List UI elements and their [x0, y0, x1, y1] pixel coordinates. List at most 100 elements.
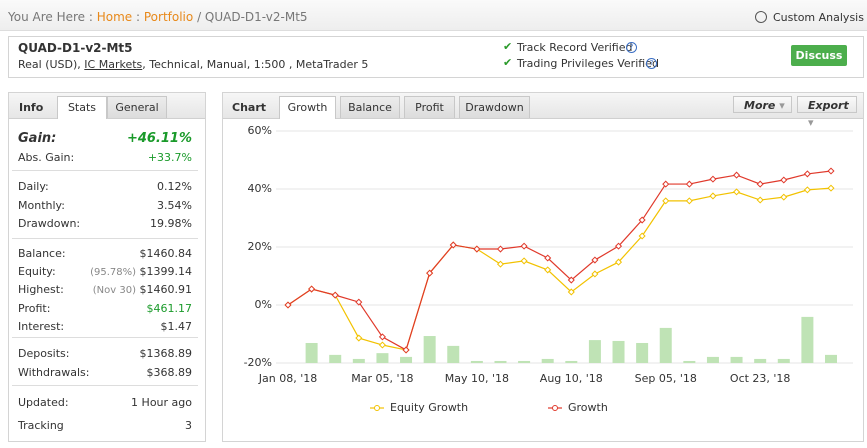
marker: [449, 241, 457, 249]
stat-value: 19.98%: [150, 217, 192, 230]
bar: [447, 345, 460, 363]
stat-label: Profit:: [18, 302, 51, 315]
stat-number: 19.98%: [150, 217, 192, 230]
details-prefix: Real (USD),: [18, 58, 81, 71]
y-tick-label: -20%: [244, 356, 272, 369]
stat-number: $1.47: [160, 320, 193, 333]
stat-row: Highest: (Nov 30) $1460.91: [18, 283, 192, 296]
bar: [376, 353, 389, 363]
tab[interactable]: Growth: [279, 96, 336, 119]
line: [287, 170, 832, 351]
bar: [305, 342, 318, 363]
bar: [801, 316, 814, 363]
breadcrumb-portfolio[interactable]: Portfolio: [143, 10, 194, 24]
stat-value: 0.12%: [157, 180, 192, 193]
bar: [659, 327, 672, 363]
stat-row: Withdrawals: $368.89: [18, 366, 192, 379]
breadcrumb-label: You Are Here :: [8, 10, 93, 24]
tab[interactable]: Stats: [57, 96, 107, 119]
stat-number: $1368.89: [139, 347, 193, 360]
stat-label: Abs. Gain:: [18, 151, 75, 164]
stat-label: Drawdown:: [18, 217, 81, 230]
marker: [567, 288, 575, 296]
tab[interactable]: General: [107, 96, 167, 118]
check-icon: ✔: [503, 56, 513, 69]
separator: [12, 170, 198, 171]
marker: [638, 216, 646, 224]
separator: [12, 337, 198, 338]
bar: [565, 360, 578, 363]
stat-row: Equity: (95.78%) $1399.14: [18, 265, 192, 278]
marker: [614, 258, 623, 266]
tab[interactable]: Profit: [404, 96, 455, 118]
x-tick-label: Oct 23, '18: [730, 372, 791, 385]
analysis-icon: [755, 11, 767, 23]
marker: [308, 285, 316, 293]
stat-number: +33.7%: [147, 151, 192, 164]
marker: [544, 254, 552, 262]
bar: [754, 358, 767, 363]
separator: [12, 385, 198, 386]
help-icon[interactable]: ?: [646, 58, 657, 69]
stat-number: $1460.84: [139, 247, 193, 260]
separator: [12, 238, 198, 239]
marker: [709, 192, 717, 200]
export-button[interactable]: Export ▾: [797, 96, 857, 129]
custom-analysis[interactable]: Custom Analysis: [773, 11, 864, 24]
top-bar: [0, 0, 867, 31]
marker: [756, 196, 764, 204]
tab[interactable]: Balance: [340, 96, 400, 118]
legend-label: Growth: [568, 401, 608, 414]
bar: [470, 360, 483, 363]
tab[interactable]: Drawdown: [459, 96, 530, 118]
stat-number: 1 Hour ago: [131, 396, 192, 409]
stat-label: Equity:: [18, 265, 56, 278]
marker: [284, 301, 292, 309]
help-icon[interactable]: ?: [626, 42, 637, 53]
marker: [638, 232, 646, 240]
broker-link[interactable]: IC Markets: [84, 58, 143, 71]
check-icon: ✔: [503, 40, 513, 53]
marker: [709, 175, 717, 183]
stat-row: Profit: $461.17: [18, 302, 192, 315]
button-label: Export: [808, 99, 849, 112]
stat-row: Tracking 3: [18, 419, 192, 432]
chart-panel: [222, 92, 864, 442]
more-button[interactable]: More ▾: [733, 96, 792, 113]
marker: [544, 266, 552, 274]
stat-value: +33.7%: [148, 151, 192, 164]
stat-row: Updated: 1 Hour ago: [18, 396, 192, 409]
x-tick-label: Aug 10, '18: [540, 372, 603, 385]
marker: [355, 334, 363, 342]
bar: [683, 360, 696, 363]
marker: [496, 245, 505, 253]
stat-number: 3: [185, 419, 192, 432]
stat-label: Withdrawals:: [18, 366, 90, 379]
stat-row: Monthly: 3.54%: [18, 199, 192, 212]
stat-value: $461.17: [147, 302, 193, 315]
marker: [591, 256, 599, 264]
tab[interactable]: Info: [19, 101, 44, 114]
marker: [685, 197, 693, 205]
marker: [827, 167, 835, 175]
stat-value: 3: [185, 419, 192, 432]
marker: [331, 291, 339, 299]
y-tick-label: 60%: [248, 124, 272, 137]
system-name: QUAD-D1-v2-Mt5: [18, 41, 133, 55]
bar: [541, 358, 554, 363]
marker: [378, 341, 386, 349]
stat-row: Drawdown: 19.98%: [18, 217, 192, 230]
details-suffix: , Technical, Manual, 1:500 , MetaTrader …: [142, 58, 369, 71]
bar: [706, 356, 719, 363]
legend-marker: [552, 405, 558, 411]
discuss-button[interactable]: Discuss: [791, 45, 847, 66]
stat-label: Monthly:: [18, 199, 65, 212]
x-tick-label: Sep 05, '18: [635, 372, 697, 385]
bar: [636, 342, 649, 363]
marker: [803, 186, 811, 194]
breadcrumb-home[interactable]: Home: [96, 10, 133, 24]
bar: [423, 336, 436, 363]
stat-number: $1399.14: [139, 265, 193, 278]
bar: [518, 360, 531, 363]
